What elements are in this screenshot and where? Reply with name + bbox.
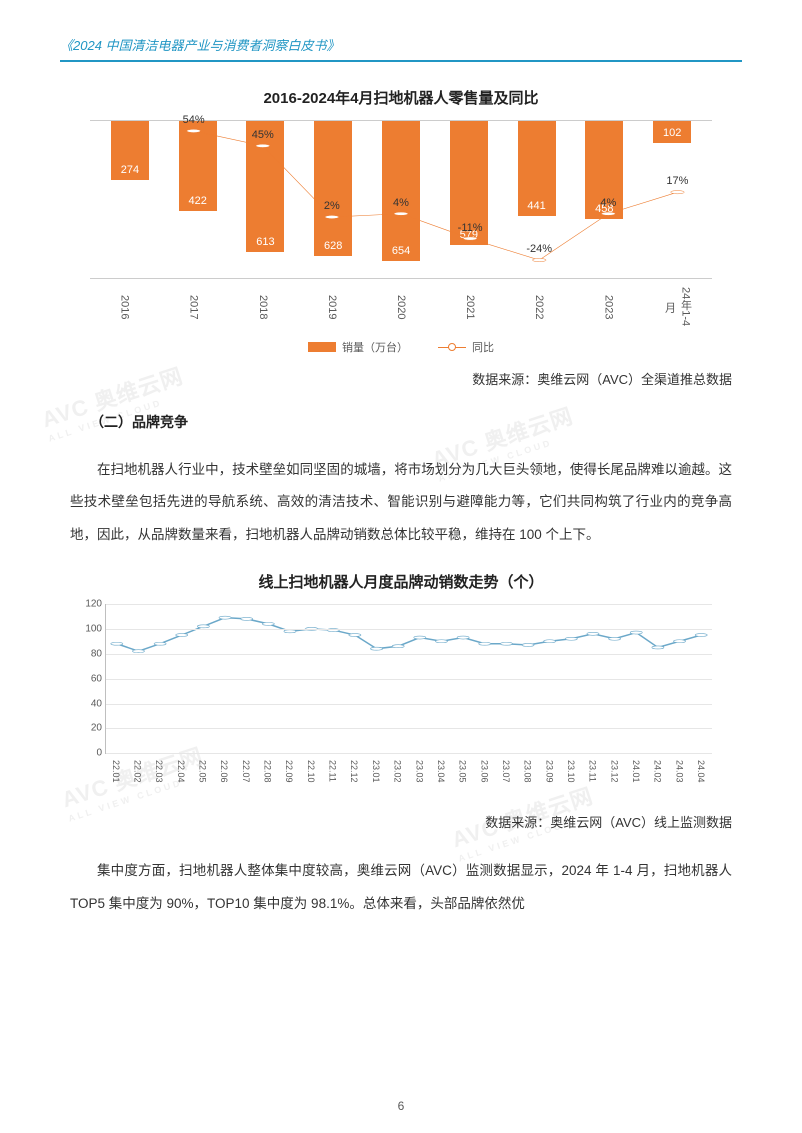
bar-x-tick: 2022 (505, 285, 574, 329)
line-chart-y-tick: 60 (76, 673, 102, 684)
line-chart-y-tick: 0 (76, 748, 102, 759)
line-chart-x-tick: 23.09 (538, 760, 560, 794)
bar-x-tick: 2021 (436, 285, 505, 329)
bar-value-label: 102 (663, 127, 681, 139)
bar-x-tick: 2020 (366, 285, 435, 329)
yoy-label: 4% (600, 197, 616, 209)
body-paragraph-1: 在扫地机器人行业中，技术壁垒如同坚固的城墙，将市场划分为几大巨头领地，使得长尾品… (70, 454, 732, 551)
line-chart-x-tick: 23.08 (517, 760, 539, 794)
line-chart-y-tick: 100 (76, 624, 102, 635)
line-chart-x-tick: 23.03 (408, 760, 430, 794)
bar-x-tick: 2016 (90, 285, 159, 329)
line-chart-x-tick: 22.04 (170, 760, 192, 794)
line-chart-x-tick: 23.07 (495, 760, 517, 794)
line-chart-x-tick: 23.11 (582, 760, 604, 794)
line-chart-x-tick: 23.05 (452, 760, 474, 794)
bar-chart: 274422613628654579441458102 54%45%2%4%-1… (90, 120, 712, 270)
yoy-label: 17% (666, 175, 688, 187)
section-heading: （二）品牌竞争 (90, 412, 742, 432)
document-header-title: 《2024 中国清洁电器产业与消费者洞察白皮书》 (60, 35, 742, 54)
legend-line-label: 同比 (472, 339, 494, 355)
line-chart-x-tick: 22.02 (127, 760, 149, 794)
line-chart-x-tick: 22.07 (235, 760, 257, 794)
bar-value-label: 422 (188, 195, 206, 207)
line-chart-x-tick: 22.05 (192, 760, 214, 794)
line-chart-y-tick: 20 (76, 723, 102, 734)
bar-value-label: 654 (392, 245, 410, 257)
line-chart-x-tick: 22.03 (148, 760, 170, 794)
line-chart-x-tick: 22.12 (343, 760, 365, 794)
data-source-2: 数据来源：奥维云网（AVC）线上监测数据 (60, 812, 732, 831)
data-source-1: 数据来源：奥维云网（AVC）全渠道推总数据 (60, 369, 732, 388)
line-chart-x-tick: 22.10 (300, 760, 322, 794)
line-chart-x-tick: 23.01 (365, 760, 387, 794)
bar-chart-title: 2016-2024年4月扫地机器人零售量及同比 (60, 87, 742, 108)
bar-x-tick: 24年1-4月 (643, 285, 712, 329)
line-chart-x-tick: 23.02 (387, 760, 409, 794)
line-chart-x-tick: 24.04 (690, 760, 712, 794)
yoy-label: -24% (526, 243, 552, 255)
bar-chart-legend: 销量（万台） 同比 (60, 339, 742, 355)
line-chart-x-tick: 24.01 (625, 760, 647, 794)
yoy-label: 45% (252, 129, 274, 141)
yoy-label: 54% (183, 114, 205, 126)
bar-x-tick: 2017 (159, 285, 228, 329)
line-chart-x-tick: 24.03 (668, 760, 690, 794)
line-chart-x-axis: 22.0122.0222.0322.0422.0522.0622.0722.08… (105, 760, 712, 794)
bar-x-tick: 2019 (297, 285, 366, 329)
line-chart-y-tick: 40 (76, 698, 102, 709)
line-chart-x-tick: 23.10 (560, 760, 582, 794)
page-number: 6 (398, 1099, 405, 1113)
line-chart-y-tick: 120 (76, 599, 102, 610)
line-chart-title: 线上扫地机器人月度品牌动销数走势（个） (60, 571, 742, 592)
legend-swatch-line (438, 342, 466, 352)
yoy-label: -11% (458, 222, 483, 234)
bar-value-label: 613 (256, 236, 274, 248)
line-chart-x-tick: 23.04 (430, 760, 452, 794)
legend-swatch-bar (308, 342, 336, 352)
line-chart-x-tick: 22.08 (257, 760, 279, 794)
bar-value-label: 628 (324, 240, 342, 252)
header-rule (60, 60, 742, 62)
bar-value-label: 441 (527, 200, 545, 212)
bar-value-label: 274 (121, 164, 139, 176)
line-chart-y-tick: 80 (76, 648, 102, 659)
line-chart-x-tick: 23.12 (603, 760, 625, 794)
legend-bar-label: 销量（万台） (342, 339, 408, 355)
line-chart-x-tick: 23.06 (473, 760, 495, 794)
line-chart-x-tick: 22.01 (105, 760, 127, 794)
bar-x-tick: 2023 (574, 285, 643, 329)
yoy-label: 4% (393, 197, 409, 209)
bar-x-tick: 2018 (228, 285, 297, 329)
body-paragraph-2: 集中度方面，扫地机器人整体集中度较高，奥维云网（AVC）监测数据显示，2024 … (70, 855, 732, 920)
line-chart-x-tick: 22.06 (213, 760, 235, 794)
line-chart-x-tick: 24.02 (647, 760, 669, 794)
yoy-label: 2% (324, 200, 340, 212)
line-chart-x-tick: 22.11 (322, 760, 344, 794)
line-chart: 020406080100120 (105, 604, 712, 754)
bar-chart-x-axis: 2016201720182019202020212022202324年1-4月 (90, 278, 712, 329)
line-chart-x-tick: 22.09 (278, 760, 300, 794)
